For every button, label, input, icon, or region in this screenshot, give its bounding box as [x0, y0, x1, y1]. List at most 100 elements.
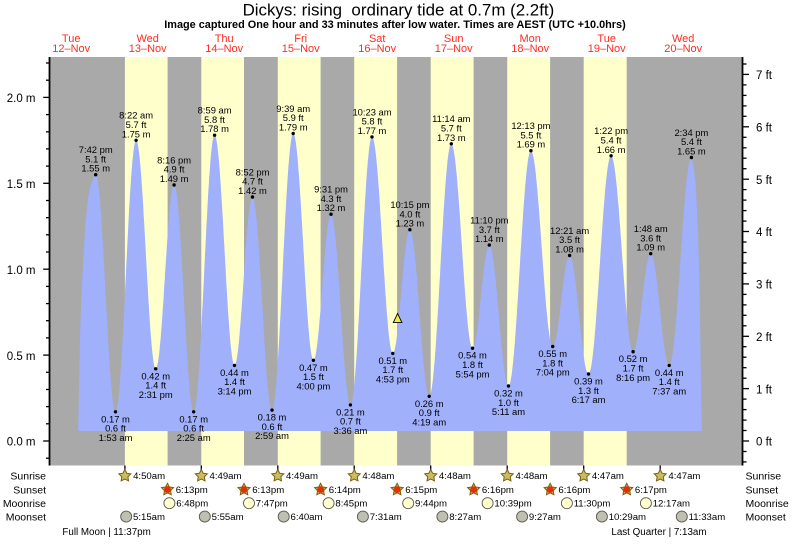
- svg-text:6:16pm: 6:16pm: [558, 485, 590, 496]
- svg-text:4:50am: 4:50am: [133, 471, 165, 482]
- svg-text:12:13 pm: 12:13 pm: [511, 120, 550, 131]
- svg-text:Sunrise: Sunrise: [10, 471, 46, 483]
- svg-text:6:16pm: 6:16pm: [482, 485, 514, 496]
- svg-text:10:15 pm: 10:15 pm: [390, 199, 429, 210]
- svg-text:9:39 am: 9:39 am: [276, 103, 310, 114]
- svg-text:Sat: Sat: [369, 33, 386, 45]
- svg-text:1.4 ft: 1.4 ft: [659, 376, 680, 387]
- svg-text:2.0 m: 2.0 m: [7, 93, 36, 105]
- svg-text:4.3 ft: 4.3 ft: [321, 193, 342, 204]
- svg-text:5.1 ft: 5.1 ft: [85, 153, 106, 164]
- svg-text:0.5 m: 0.5 m: [7, 351, 36, 363]
- svg-text:Moonrise: Moonrise: [3, 498, 46, 510]
- svg-text:Sunset: Sunset: [13, 484, 46, 496]
- svg-text:5 ft: 5 ft: [756, 175, 773, 187]
- svg-text:Mon: Mon: [519, 33, 540, 45]
- svg-text:7:04 pm: 7:04 pm: [536, 367, 570, 378]
- svg-text:11:30pm: 11:30pm: [574, 499, 611, 510]
- svg-text:4.0 ft: 4.0 ft: [399, 208, 420, 219]
- svg-text:Sunset: Sunset: [746, 484, 779, 496]
- svg-text:8:27am: 8:27am: [449, 512, 481, 523]
- svg-text:18–Nov: 18–Nov: [511, 43, 549, 55]
- svg-text:0.6 ft: 0.6 ft: [262, 421, 283, 432]
- svg-text:4:47am: 4:47am: [592, 471, 624, 482]
- svg-text:7 ft: 7 ft: [756, 70, 773, 82]
- svg-text:1.0 ft: 1.0 ft: [498, 397, 519, 408]
- svg-text:0.54 m: 0.54 m: [458, 350, 487, 361]
- svg-text:5:55am: 5:55am: [212, 512, 244, 523]
- svg-text:2 ft: 2 ft: [756, 332, 773, 344]
- svg-text:20–Nov: 20–Nov: [664, 43, 702, 55]
- svg-text:1.8 ft: 1.8 ft: [462, 359, 483, 370]
- svg-text:6:40am: 6:40am: [291, 512, 323, 523]
- svg-text:9:44pm: 9:44pm: [415, 499, 447, 510]
- svg-text:0.32 m: 0.32 m: [494, 388, 523, 399]
- svg-text:4:47am: 4:47am: [668, 471, 700, 482]
- svg-text:9:31 pm: 9:31 pm: [314, 184, 348, 195]
- svg-text:17–Nov: 17–Nov: [435, 43, 473, 55]
- svg-text:0.9 ft: 0.9 ft: [419, 407, 440, 418]
- svg-text:19–Nov: 19–Nov: [588, 43, 626, 55]
- svg-text:3.5 ft: 3.5 ft: [559, 234, 580, 245]
- svg-text:4:48am: 4:48am: [362, 471, 394, 482]
- svg-text:Sunrise: Sunrise: [746, 471, 782, 483]
- svg-text:0.7 ft: 0.7 ft: [340, 416, 361, 427]
- svg-text:0.26 m: 0.26 m: [415, 398, 444, 409]
- svg-text:Tue: Tue: [62, 33, 81, 45]
- svg-text:3:36 am: 3:36 am: [333, 425, 367, 436]
- svg-text:8:16 pm: 8:16 pm: [616, 372, 650, 383]
- svg-text:6:15pm: 6:15pm: [405, 485, 437, 496]
- svg-text:10:39pm: 10:39pm: [494, 499, 531, 510]
- svg-text:1.73 m: 1.73 m: [437, 132, 466, 143]
- svg-text:1.3 ft: 1.3 ft: [578, 385, 599, 396]
- svg-text:6:13pm: 6:13pm: [176, 485, 208, 496]
- svg-text:1 ft: 1 ft: [756, 384, 773, 396]
- svg-text:1.77 m: 1.77 m: [358, 125, 387, 136]
- svg-text:1.75 m: 1.75 m: [122, 128, 151, 139]
- svg-text:5.4 ft: 5.4 ft: [681, 136, 702, 147]
- svg-text:3.7 ft: 3.7 ft: [479, 224, 500, 235]
- svg-text:5:15am: 5:15am: [133, 512, 165, 523]
- svg-text:0 ft: 0 ft: [756, 437, 773, 449]
- svg-text:8:59 am: 8:59 am: [198, 105, 232, 116]
- svg-text:1.8 ft: 1.8 ft: [542, 357, 563, 368]
- svg-text:1.69 m: 1.69 m: [517, 139, 546, 150]
- svg-text:7:31am: 7:31am: [370, 512, 402, 523]
- svg-text:0.18 m: 0.18 m: [258, 412, 287, 423]
- svg-text:Moonrise: Moonrise: [746, 498, 789, 510]
- svg-text:5.9 ft: 5.9 ft: [283, 112, 304, 123]
- svg-text:0.42 m: 0.42 m: [141, 370, 170, 381]
- svg-text:3:14 pm: 3:14 pm: [218, 386, 252, 397]
- svg-text:1.7 ft: 1.7 ft: [382, 364, 403, 375]
- svg-text:8:22 am: 8:22 am: [119, 110, 153, 121]
- svg-text:4.9 ft: 4.9 ft: [164, 164, 185, 175]
- svg-text:1.79 m: 1.79 m: [279, 122, 308, 133]
- svg-text:9:27am: 9:27am: [529, 512, 561, 523]
- svg-text:13–Nov: 13–Nov: [129, 43, 167, 55]
- svg-text:2:59 am: 2:59 am: [255, 430, 289, 441]
- svg-text:Wed: Wed: [136, 33, 158, 45]
- svg-text:0.55 m: 0.55 m: [538, 348, 567, 359]
- svg-text:2:25 am: 2:25 am: [177, 432, 211, 443]
- svg-text:0.47 m: 0.47 m: [299, 362, 328, 373]
- svg-text:6:17pm: 6:17pm: [635, 485, 667, 496]
- svg-text:10:29am: 10:29am: [609, 512, 646, 523]
- svg-text:Fri: Fri: [294, 33, 307, 45]
- svg-text:7:37 am: 7:37 am: [652, 386, 686, 397]
- svg-text:Wed: Wed: [672, 33, 694, 45]
- svg-text:0.52 m: 0.52 m: [619, 353, 648, 364]
- svg-text:1.08 m: 1.08 m: [555, 244, 584, 255]
- svg-text:1.5 ft: 1.5 ft: [303, 371, 324, 382]
- svg-text:Sun: Sun: [444, 33, 464, 45]
- svg-text:1.65 m: 1.65 m: [677, 146, 706, 157]
- svg-text:5.7 ft: 5.7 ft: [441, 123, 462, 134]
- svg-text:8:52 pm: 8:52 pm: [236, 166, 270, 177]
- svg-text:Dickys: rising ordinary tide: Dickys: rising ordinary tide at 0.7m (2.…: [243, 1, 555, 20]
- svg-text:Thu: Thu: [215, 33, 234, 45]
- svg-text:4:48am: 4:48am: [516, 471, 548, 482]
- svg-text:1.66 m: 1.66 m: [597, 144, 626, 155]
- svg-text:1.14 m: 1.14 m: [475, 233, 504, 244]
- svg-text:6:14pm: 6:14pm: [329, 485, 361, 496]
- svg-text:5.8 ft: 5.8 ft: [204, 114, 225, 125]
- svg-text:7:47pm: 7:47pm: [256, 499, 288, 510]
